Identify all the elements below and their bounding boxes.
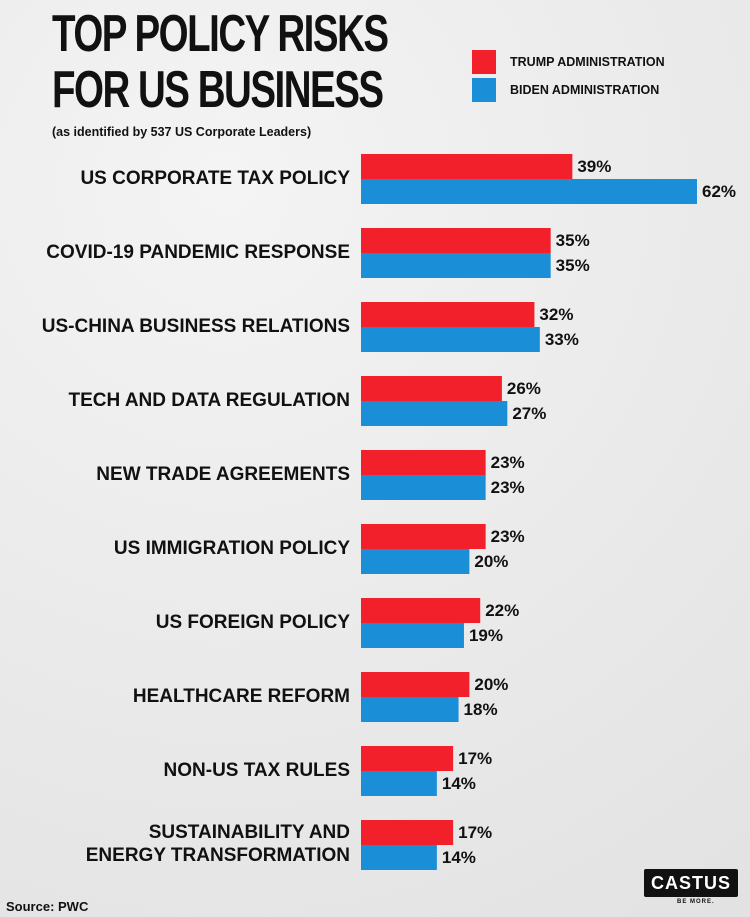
value-label-biden: 23%	[491, 478, 525, 497]
category-label: COVID-19 PANDEMIC RESPONSE	[46, 241, 350, 263]
legend-label-trump: TRUMP ADMINISTRATION	[510, 55, 665, 69]
bar-biden	[361, 327, 540, 352]
value-label-trump: 39%	[577, 157, 611, 176]
bar-trump	[361, 228, 551, 253]
value-label-trump: 23%	[491, 527, 525, 546]
value-label-biden: 20%	[474, 552, 508, 571]
bar-trump	[361, 746, 454, 771]
legend-item-biden: BIDEN ADMINISTRATION	[472, 78, 659, 102]
logo-tagline: BE MORE.	[677, 899, 715, 905]
subtitle: (as identified by 537 US Corporate Leade…	[52, 125, 312, 139]
value-label-biden: 27%	[512, 404, 546, 423]
category-label: HEALTHCARE REFORM	[132, 685, 350, 707]
bar-biden	[361, 623, 464, 648]
legend-label-biden: BIDEN ADMINISTRATION	[510, 83, 660, 97]
bar-trump	[361, 376, 502, 401]
category-label: US IMMIGRATION POLICY	[113, 537, 350, 559]
bar-trump	[361, 302, 535, 327]
bar-trump	[361, 154, 573, 179]
category-label: TECH AND DATA REGULATION	[68, 389, 350, 411]
bar-trump	[361, 450, 486, 475]
bar-biden	[361, 179, 697, 204]
legend-item-trump: TRUMP ADMINISTRATION	[472, 50, 665, 74]
bar-trump	[361, 672, 470, 697]
value-label-biden: 33%	[545, 330, 579, 349]
legend-swatch-trump	[472, 50, 496, 74]
value-label-biden: 35%	[556, 256, 590, 275]
value-label-trump: 20%	[474, 675, 508, 694]
category-label: US CORPORATE TAX POLICY	[80, 167, 350, 189]
value-label-trump: 26%	[507, 379, 541, 398]
value-label-biden: 19%	[469, 626, 503, 645]
value-label-trump: 32%	[539, 305, 573, 324]
bar-biden	[361, 401, 508, 426]
value-label-trump: 17%	[458, 823, 492, 842]
bar-trump	[361, 820, 454, 845]
bar-biden	[361, 549, 470, 574]
bar-biden	[361, 771, 437, 796]
category-label: SUSTAINABILITY AND ENERGY TRANSFORMATION	[85, 822, 350, 866]
value-label-biden: 14%	[442, 848, 476, 867]
castus-logo: CASTUS	[644, 869, 738, 897]
value-label-biden: 14%	[442, 774, 476, 793]
legend-swatch-biden	[472, 78, 496, 102]
source-note: Source: PWC	[6, 899, 89, 914]
value-label-trump: 35%	[556, 231, 590, 250]
value-label-biden: 18%	[464, 700, 498, 719]
value-label-biden: 62%	[702, 182, 736, 201]
value-label-trump: 17%	[458, 749, 492, 768]
value-label-trump: 22%	[485, 601, 519, 620]
bar-biden	[361, 253, 551, 278]
bar-trump	[361, 524, 486, 549]
category-label: US-CHINA BUSINESS RELATIONS	[41, 315, 350, 337]
bar-biden	[361, 697, 459, 722]
bar-biden	[361, 475, 486, 500]
category-label: NEW TRADE AGREEMENTS	[96, 463, 350, 485]
category-label: NON-US TAX RULES	[163, 759, 350, 781]
page-title: TOP POLICY RISKS FOR US BUSINESS	[52, 5, 389, 119]
value-label-trump: 23%	[491, 453, 525, 472]
bar-trump	[361, 598, 481, 623]
category-label: US FOREIGN POLICY	[155, 611, 350, 633]
bar-biden	[361, 845, 437, 870]
